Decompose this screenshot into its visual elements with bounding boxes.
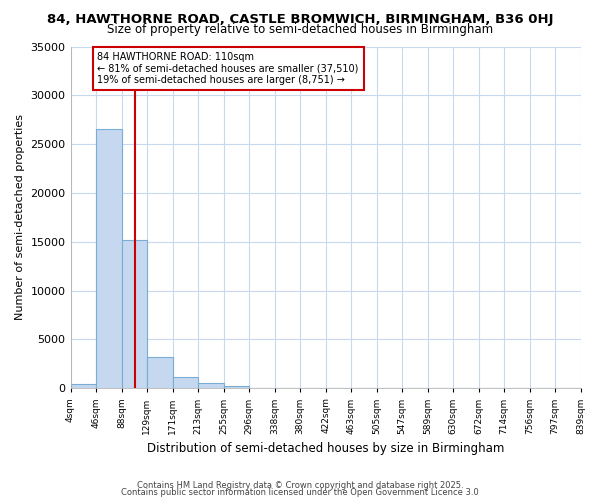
Bar — [96, 130, 122, 388]
Y-axis label: Number of semi-detached properties: Number of semi-detached properties — [15, 114, 25, 320]
Bar — [147, 357, 173, 388]
Text: Contains public sector information licensed under the Open Government Licence 3.: Contains public sector information licen… — [121, 488, 479, 497]
Bar — [198, 384, 224, 388]
Bar — [122, 240, 147, 388]
Text: 84 HAWTHORNE ROAD: 110sqm
← 81% of semi-detached houses are smaller (37,510)
19%: 84 HAWTHORNE ROAD: 110sqm ← 81% of semi-… — [97, 52, 359, 85]
Bar — [224, 386, 249, 388]
X-axis label: Distribution of semi-detached houses by size in Birmingham: Distribution of semi-detached houses by … — [147, 442, 504, 455]
Text: Size of property relative to semi-detached houses in Birmingham: Size of property relative to semi-detach… — [107, 22, 493, 36]
Bar — [173, 376, 198, 388]
Text: 84, HAWTHORNE ROAD, CASTLE BROMWICH, BIRMINGHAM, B36 0HJ: 84, HAWTHORNE ROAD, CASTLE BROMWICH, BIR… — [47, 12, 553, 26]
Bar — [71, 384, 96, 388]
Text: Contains HM Land Registry data © Crown copyright and database right 2025.: Contains HM Land Registry data © Crown c… — [137, 480, 463, 490]
